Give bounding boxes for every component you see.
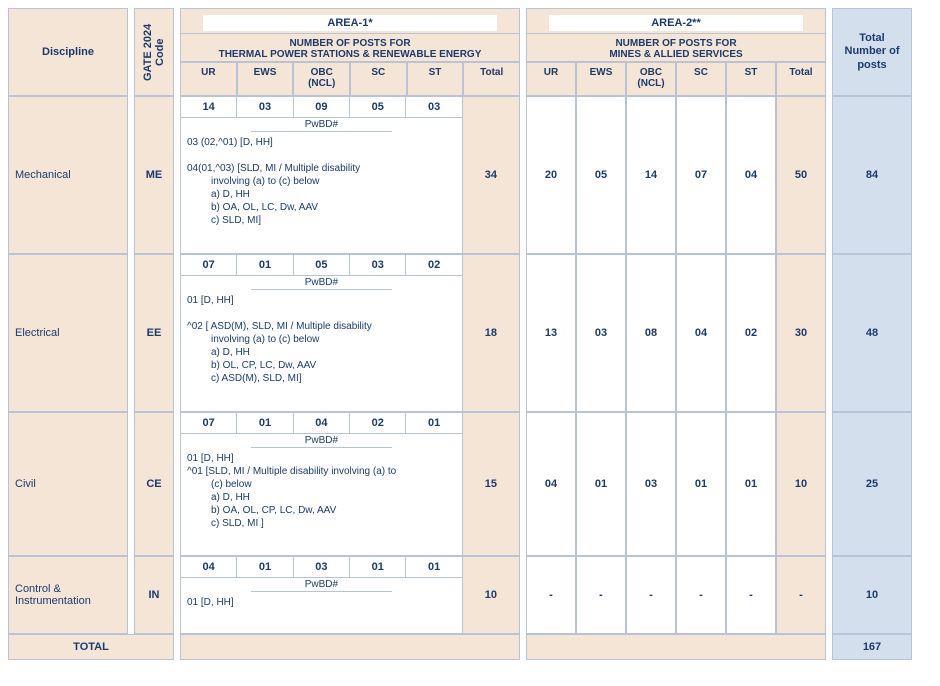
- category-count: 03: [626, 412, 676, 556]
- category-count: 13: [526, 254, 576, 412]
- category-count: 02: [726, 254, 776, 412]
- category-count: 07: [676, 96, 726, 254]
- area2-cell: 130308040230: [526, 254, 826, 412]
- recruitment-table: Discipline GATE 2024 Code AREA-1* NUMBER…: [8, 8, 932, 660]
- area2-cell: 040103010110: [526, 412, 826, 556]
- gate-code-cell: IN: [134, 556, 174, 634]
- discipline-cell: Mechanical: [8, 96, 128, 254]
- row-grand-total: 84: [832, 96, 912, 254]
- category-count: 14: [181, 97, 237, 118]
- category-count: 01: [350, 557, 406, 578]
- category-count: 02: [406, 255, 461, 276]
- discipline-cell: Civil: [8, 412, 128, 556]
- gate-code-cell: ME: [134, 96, 174, 254]
- pwbd-label: PwBD#: [251, 434, 391, 448]
- total-label: TOTAL: [8, 634, 174, 660]
- hdr-area2: AREA-2** NUMBER OF POSTS FOR MINES & ALL…: [526, 8, 826, 96]
- hdr-gate: GATE 2024 Code: [134, 8, 174, 96]
- category-count: 01: [726, 412, 776, 556]
- category-count: 02: [350, 413, 406, 434]
- category-count: 03: [576, 254, 626, 412]
- area2-total: 10: [776, 412, 826, 556]
- pwbd-details: 01 [D, HH] ^02 [ ASD(M), SLD, MI / Multi…: [181, 290, 462, 389]
- category-count: -: [576, 556, 626, 634]
- footer-blank-1: [180, 634, 520, 660]
- category-count: 04: [676, 254, 726, 412]
- area1-cell: 1403090503PwBD#03 (02,^01) [D, HH] 04(01…: [180, 96, 520, 254]
- discipline-cell: Control & Instrumentation: [8, 556, 128, 634]
- area1-cell: 0701050302 PwBD#01 [D, HH] ^02 [ ASD(M), …: [180, 254, 520, 412]
- category-count: 08: [626, 254, 676, 412]
- header: Discipline GATE 2024 Code AREA-1* NUMBER…: [8, 8, 932, 96]
- area2-cell: 200514070450: [526, 96, 826, 254]
- pwbd-label: PwBD#: [251, 276, 391, 290]
- footer: TOTAL 167: [8, 634, 932, 660]
- table-row: ElectricalEE0701050302PwBD#01 [D, HH] ^0…: [8, 254, 932, 412]
- category-count: 09: [294, 97, 350, 118]
- row-grand-total: 48: [832, 254, 912, 412]
- hdr-discipline: Discipline: [8, 8, 128, 96]
- pwbd-details: 01 [D, HH]: [181, 592, 462, 613]
- category-count: 01: [237, 557, 293, 578]
- table-row: MechanicalME1403090503PwBD#03 (02,^01) […: [8, 96, 932, 254]
- area2-cats: UR EWS OBC (NCL) SC ST Total: [526, 62, 826, 96]
- area1-cell: 0701040201PwBD#01 [D, HH]^01 [SLD, MI / …: [180, 412, 520, 556]
- pwbd-details: 03 (02,^01) [D, HH] 04(01,^03) [SLD, MI …: [181, 132, 462, 231]
- category-count: 07: [181, 255, 237, 276]
- row-grand-total: 10: [832, 556, 912, 634]
- category-count: 01: [406, 557, 461, 578]
- category-count: 01: [406, 413, 461, 434]
- category-count: -: [676, 556, 726, 634]
- category-count: -: [526, 556, 576, 634]
- category-count: 05: [350, 97, 406, 118]
- category-count: 04: [526, 412, 576, 556]
- category-count: -: [726, 556, 776, 634]
- category-count: 14: [626, 96, 676, 254]
- area1-total: 34: [463, 96, 520, 254]
- pwbd-label: PwBD#: [251, 578, 391, 592]
- area1-total: 15: [463, 412, 520, 556]
- category-count: 03: [237, 97, 293, 118]
- area2-total: 50: [776, 96, 826, 254]
- category-count: 03: [350, 255, 406, 276]
- gate-code-cell: EE: [134, 254, 174, 412]
- category-count: 05: [294, 255, 350, 276]
- grand-total: 167: [832, 634, 912, 660]
- footer-blank-2: [526, 634, 826, 660]
- area1-cell: 0401030101PwBD#01 [D, HH]10: [180, 556, 520, 634]
- category-count: 05: [576, 96, 626, 254]
- category-count: 07: [181, 413, 237, 434]
- category-count: 04: [294, 413, 350, 434]
- area2-total: 30: [776, 254, 826, 412]
- pwbd-details: 01 [D, HH]^01 [SLD, MI / Multiple disabi…: [181, 448, 462, 534]
- category-count: 04: [726, 96, 776, 254]
- table-row: CivilCE0701040201PwBD#01 [D, HH]^01 [SLD…: [8, 412, 932, 556]
- area2-cell: ------: [526, 556, 826, 634]
- hdr-area1: AREA-1* NUMBER OF POSTS FOR THERMAL POWE…: [180, 8, 520, 96]
- row-grand-total: 25: [832, 412, 912, 556]
- category-count: 03: [406, 97, 461, 118]
- category-count: 20: [526, 96, 576, 254]
- category-count: -: [626, 556, 676, 634]
- table-row: Control & InstrumentationIN0401030101PwB…: [8, 556, 932, 634]
- body-rows: MechanicalME1403090503PwBD#03 (02,^01) […: [8, 96, 932, 634]
- area1-total: 18: [463, 254, 520, 412]
- discipline-cell: Electrical: [8, 254, 128, 412]
- category-count: 01: [237, 255, 293, 276]
- category-count: 01: [237, 413, 293, 434]
- area1-total: 10: [463, 556, 520, 634]
- gate-code-cell: CE: [134, 412, 174, 556]
- category-count: 04: [181, 557, 237, 578]
- category-count: 03: [294, 557, 350, 578]
- hdr-grandtotal: Total Number of posts: [832, 8, 912, 96]
- area1-cats: UR EWS OBC (NCL) SC ST Total: [180, 62, 520, 96]
- category-count: 01: [576, 412, 626, 556]
- pwbd-label: PwBD#: [251, 118, 391, 132]
- area2-total: -: [776, 556, 826, 634]
- category-count: 01: [676, 412, 726, 556]
